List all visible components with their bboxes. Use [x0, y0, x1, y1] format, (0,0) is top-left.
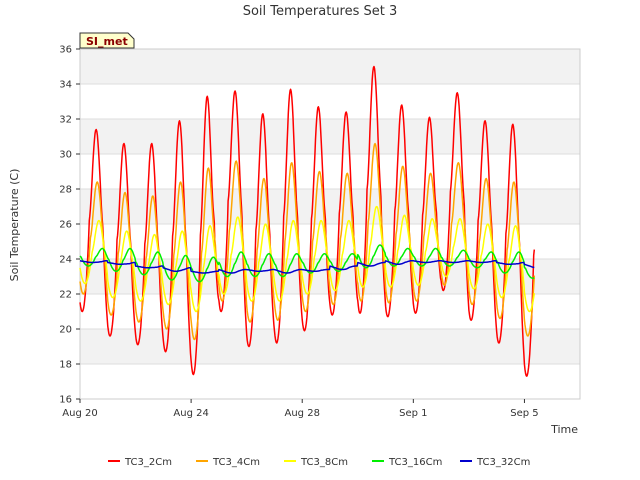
- x-tick-label: Aug 28: [285, 408, 320, 419]
- plot-band: [80, 329, 580, 364]
- site-badge-box: [79, 32, 135, 49]
- y-tick-label: 20: [59, 325, 72, 336]
- y-tick-label: 22: [59, 290, 72, 301]
- x-axis-label: Time: [550, 423, 578, 436]
- x-tick-label: Aug 24: [173, 408, 208, 419]
- plot-band: [80, 189, 580, 224]
- chart-title: Soil Temperatures Set 3: [243, 4, 398, 19]
- y-tick-label: 16: [59, 395, 72, 406]
- y-tick-label: 18: [59, 360, 72, 371]
- plot-band: [80, 119, 580, 154]
- legend-item: TC3_2Cm: [108, 457, 172, 468]
- y-tick-label: 30: [59, 150, 72, 161]
- plot-band: [80, 224, 580, 259]
- legend-label: TC3_32Cm: [476, 457, 530, 468]
- y-tick-label: 28: [59, 185, 72, 196]
- legend-item: TC3_32Cm: [460, 457, 530, 468]
- y-tick-label: 26: [59, 220, 72, 231]
- x-tick-label: Aug 20: [62, 408, 97, 419]
- legend: TC3_2Cm TC3_4Cm TC3_8Cm TC3_16Cm TC3_32Cm: [108, 457, 530, 468]
- y-tick-label: 32: [59, 115, 72, 126]
- x-tick-label: Sep 1: [399, 408, 427, 419]
- legend-label: TC3_16Cm: [388, 457, 442, 468]
- legend-item: TC3_16Cm: [372, 457, 442, 468]
- legend-item: TC3_4Cm: [196, 457, 260, 468]
- y-tick-label: 34: [59, 80, 72, 91]
- legend-label: TC3_2Cm: [124, 457, 172, 468]
- y-axis-label: Soil Temperature (C): [8, 169, 21, 282]
- series-line-tc3_32cm: [79, 260, 535, 274]
- y-axis-ticks: 16 18 20 22 24 26 28 30 32 34 36: [59, 45, 80, 406]
- site-badge: SI_met: [79, 32, 135, 49]
- legend-item: TC3_8Cm: [284, 457, 348, 468]
- y-tick-label: 36: [59, 45, 72, 56]
- series-line-tc3_8cm: [79, 205, 536, 313]
- site-badge-label: SI_met: [86, 35, 128, 48]
- plot-band: [80, 84, 580, 119]
- plot-band: [80, 49, 580, 84]
- series-line-tc3_2cm: [79, 65, 536, 377]
- plot-band: [80, 154, 580, 189]
- y-tick-label: 24: [59, 255, 72, 266]
- series-lines: [79, 65, 536, 377]
- legend-label: TC3_4Cm: [212, 457, 260, 468]
- legend-label: TC3_8Cm: [300, 457, 348, 468]
- x-axis-ticks: Aug 20 Aug 24 Aug 28 Sep 1 Sep 5: [62, 399, 539, 419]
- plot-band: [80, 364, 580, 399]
- series-line-tc3_4cm: [79, 142, 536, 341]
- x-tick-label: Sep 5: [510, 408, 538, 419]
